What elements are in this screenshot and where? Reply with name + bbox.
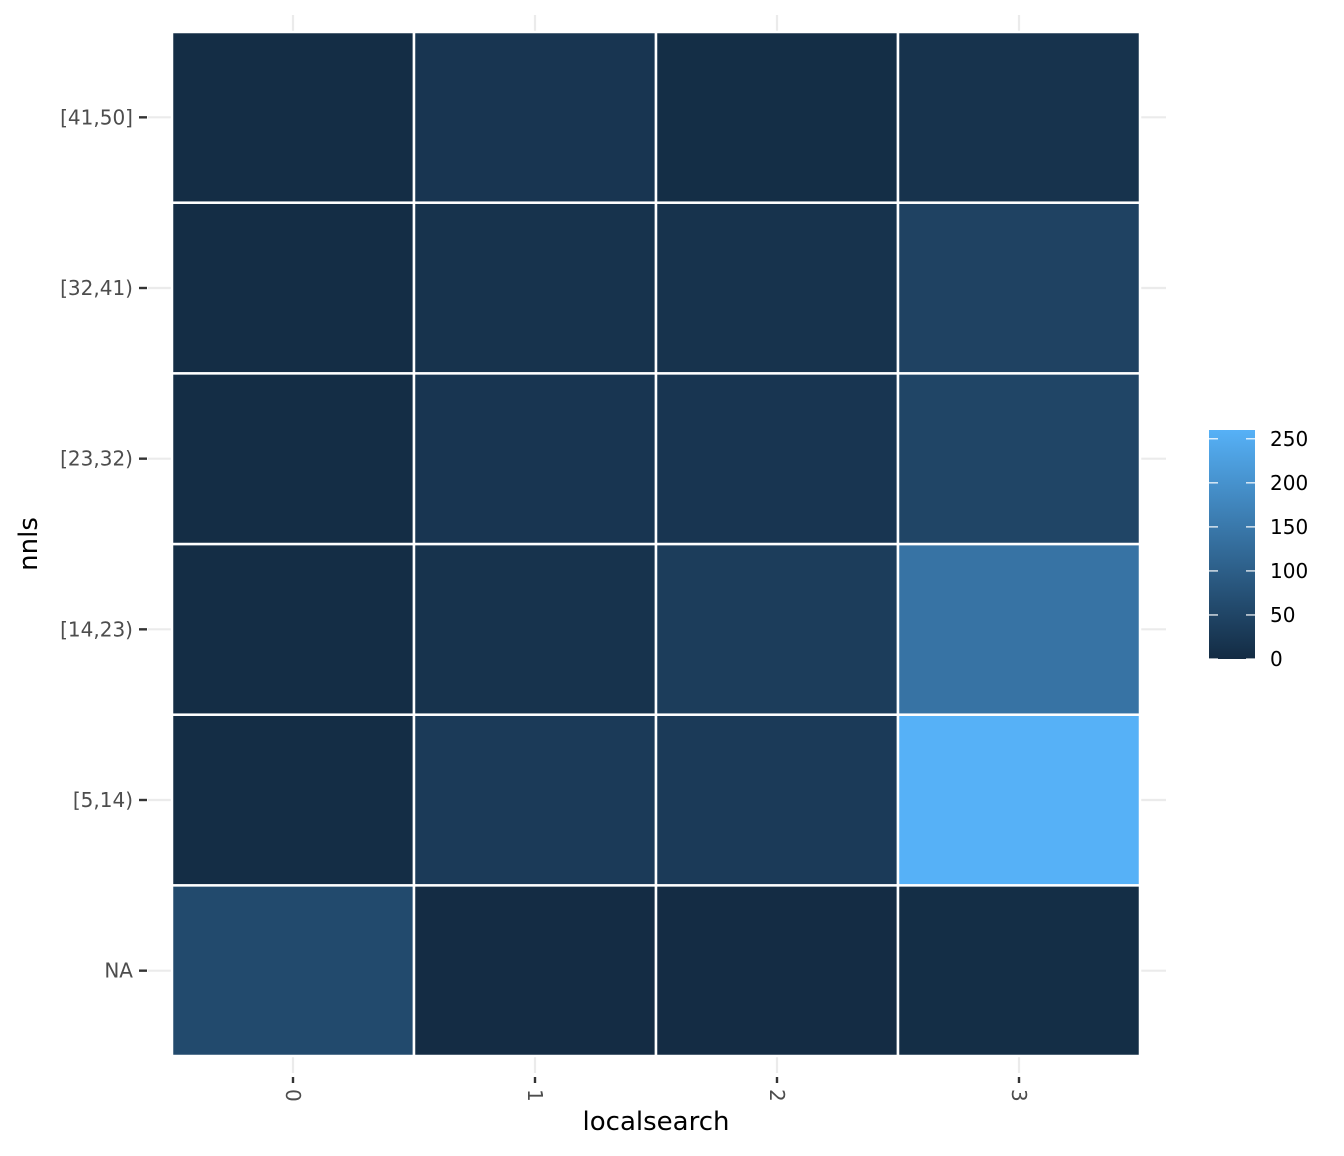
heatmap-tile: [896, 884, 1142, 1058]
heatmap-tile: [654, 542, 900, 716]
x-tick-label: 1: [523, 1089, 547, 1102]
y-tick-label: [41,50]: [60, 105, 133, 129]
y-tick-label: [32,41): [60, 276, 133, 300]
heatmap-tile: [412, 201, 658, 375]
y-axis-title: nnls: [14, 517, 44, 571]
heatmap-tile: [654, 30, 900, 204]
legend-tick-label: 100: [1270, 559, 1308, 583]
heatmap-tile: [170, 372, 416, 546]
heatmap-tiles: [170, 30, 1142, 1058]
heatmap-tile: [170, 713, 416, 887]
legend-tick-label: 0: [1270, 647, 1283, 671]
heatmap-tile: [412, 30, 658, 204]
legend-colorbar: [1209, 430, 1255, 659]
heatmap-tile: [896, 30, 1142, 204]
x-tick-label: 3: [1007, 1089, 1031, 1102]
heatmap-tile: [896, 201, 1142, 375]
y-tick-label: [5,14): [73, 788, 133, 812]
heatmap-tile: [412, 713, 658, 887]
y-tick-label: [14,23): [60, 617, 133, 641]
legend-ticks: 0 50 100 150 200 250: [1209, 427, 1308, 671]
heatmap-tile: [654, 372, 900, 546]
legend-tick-label: 250: [1270, 427, 1308, 451]
heatmap-tile: [170, 542, 416, 716]
y-tick-label: [23,32): [60, 447, 133, 471]
x-axis-title: localsearch: [583, 1107, 730, 1137]
heatmap-tile: [170, 884, 416, 1058]
heatmap-tile: [412, 884, 658, 1058]
y-axis: NA [5,14) [14,23) [23,32) [32,41) [41,50]: [60, 105, 147, 983]
color-legend: 0 50 100 150 200 250: [1209, 427, 1308, 671]
heatmap-tile: [654, 201, 900, 375]
heatmap-tile: [412, 372, 658, 546]
heatmap-tile: [896, 372, 1142, 546]
x-axis: 0 1 2 3: [281, 1077, 1031, 1102]
heatmap-tile: [896, 713, 1142, 887]
heatmap-tile: [170, 30, 416, 204]
heatmap-tile: [412, 542, 658, 716]
x-tick-label: 0: [281, 1089, 305, 1102]
legend-tick-label: 150: [1270, 515, 1308, 539]
heatmap-tile: [654, 884, 900, 1058]
heatmap-tile: [170, 201, 416, 375]
heatmap-tile: [896, 542, 1142, 716]
heatmap-tile: [654, 713, 900, 887]
legend-tick-label: 50: [1270, 603, 1295, 627]
legend-tick-label: 200: [1270, 471, 1308, 495]
y-tick-label: NA: [104, 959, 133, 983]
x-tick-label: 2: [765, 1089, 789, 1102]
